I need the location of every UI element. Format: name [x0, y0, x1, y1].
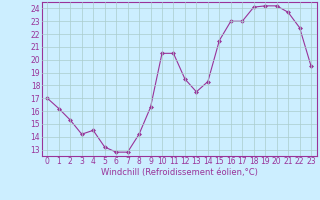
X-axis label: Windchill (Refroidissement éolien,°C): Windchill (Refroidissement éolien,°C): [101, 168, 258, 177]
